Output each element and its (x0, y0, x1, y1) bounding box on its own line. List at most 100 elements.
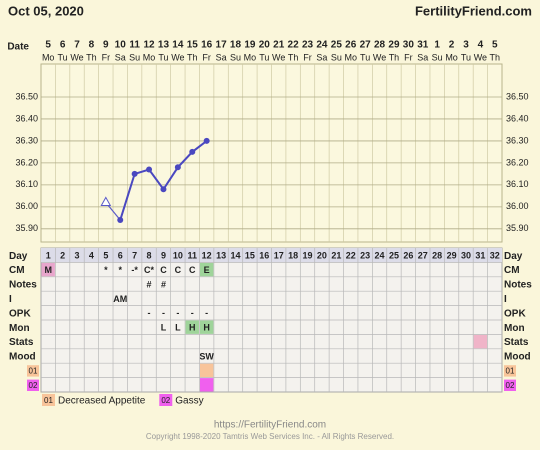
date-label: 25 (331, 40, 343, 51)
date-label: 29 (388, 40, 400, 51)
legend-box (159, 394, 173, 406)
date-label: 24 (316, 40, 328, 51)
y-tick-label-right: 36.20 (506, 157, 529, 167)
row-label: Mon (9, 323, 30, 334)
cell-text: 26 (403, 251, 413, 261)
weekday-label: Tu (259, 52, 269, 62)
y-tick-label: 36.10 (15, 179, 38, 189)
row-label-right: I (504, 294, 507, 305)
temperature-point (174, 164, 181, 171)
cell-text: AM (113, 294, 127, 304)
date-label: 31 (417, 40, 429, 51)
cell-text: 19 (303, 251, 313, 261)
cell-text: 2 (60, 251, 65, 261)
row-label-right: Notes (504, 280, 532, 291)
y-tick-label-right: 36.50 (506, 91, 529, 101)
weekday-label: Sa (216, 52, 227, 62)
y-tick-label-right: 36.40 (506, 113, 529, 123)
y-tick-label-right: 36.30 (506, 135, 529, 145)
date-label: 2 (449, 40, 455, 51)
cell-text: # (147, 279, 152, 289)
weekday-label: Fr (202, 52, 211, 62)
cell-text: 32 (490, 251, 500, 261)
weekday-label: Su (129, 52, 140, 62)
row-label-right: 01 (506, 367, 515, 376)
row-label: Stats (9, 337, 34, 348)
legend-box (42, 394, 55, 406)
cell-text: - (205, 308, 208, 318)
date-label: 1 (434, 40, 440, 51)
cell-highlight (199, 378, 214, 392)
x-axis-label: Date (7, 42, 29, 53)
cell-text: 17 (274, 251, 284, 261)
date-label: 14 (172, 40, 184, 51)
row-label: Notes (9, 280, 37, 291)
footer-url: https://FertilityFriend.com (214, 420, 326, 431)
weekday-label: Mo (445, 52, 458, 62)
y-tick-label: 36.50 (15, 91, 38, 101)
row-label-box-right (504, 379, 516, 391)
row-label-right: 02 (506, 381, 515, 390)
cell-text: 30 (461, 251, 471, 261)
date-label: 3 (463, 40, 469, 51)
weekday-label: Su (432, 52, 443, 62)
cell-text: L (161, 323, 167, 333)
cell-text: C (189, 265, 196, 275)
cell-text: - (148, 308, 151, 318)
y-tick-label-right: 36.10 (506, 179, 529, 189)
cell-text: - (176, 308, 179, 318)
temperature-point (189, 148, 196, 155)
cell-text: 24 (375, 251, 385, 261)
date-label: 5 (45, 40, 51, 51)
weekday-label: We (474, 52, 487, 62)
row-label: I (9, 294, 12, 305)
row-label-right: Mood (504, 352, 531, 363)
weekday-label: Tu (58, 52, 68, 62)
row-label: 02 (29, 381, 38, 390)
cell-text: 6 (118, 251, 123, 261)
cell-text: 1 (46, 251, 51, 261)
date-label: 7 (74, 40, 80, 51)
weekday-label: Mo (344, 52, 357, 62)
cell-text: SW (199, 351, 214, 361)
y-tick-label: 36.20 (15, 157, 38, 167)
cell-highlight (199, 363, 214, 378)
cell-text: H (189, 323, 196, 333)
weekday-label: Sa (115, 52, 126, 62)
date-label: 16 (201, 40, 213, 51)
row-label-right: OPK (504, 308, 526, 319)
row-label-right: CM (504, 265, 520, 276)
cell-text: 14 (230, 251, 240, 261)
cell-text: 12 (202, 251, 212, 261)
row-label-box-right (504, 365, 516, 377)
date-label: 18 (230, 40, 242, 51)
y-tick-label-right: 36.00 (506, 201, 529, 211)
cell-text: 22 (346, 251, 356, 261)
cell-text: 25 (389, 251, 399, 261)
cell-text: - (162, 308, 165, 318)
cell-highlight (199, 262, 214, 277)
weekday-label: Sa (316, 52, 327, 62)
weekday-label: Fr (102, 52, 111, 62)
cell-text: 15 (245, 251, 255, 261)
cell-highlight (41, 262, 55, 277)
date-label: 20 (259, 40, 271, 51)
cell-text: 9 (161, 251, 166, 261)
footer-copyright: Copyright 1998-2020 Tamtris Web Services… (146, 432, 394, 441)
date-label: 28 (374, 40, 386, 51)
date-label: 22 (288, 40, 300, 51)
weekday-label: Su (230, 52, 241, 62)
date-label: 23 (302, 40, 314, 51)
temperature-point (117, 217, 124, 224)
row-label: Day (9, 251, 28, 262)
cell-text: 10 (173, 251, 183, 261)
cell-text: 21 (331, 251, 341, 261)
cell-text: 28 (432, 251, 442, 261)
row-label-box (27, 379, 39, 391)
row-label: CM (9, 265, 25, 276)
date-label: 9 (103, 40, 109, 51)
row-label-right: Mon (504, 323, 525, 334)
cell-text: * (104, 265, 108, 275)
weekday-label: Th (288, 52, 299, 62)
